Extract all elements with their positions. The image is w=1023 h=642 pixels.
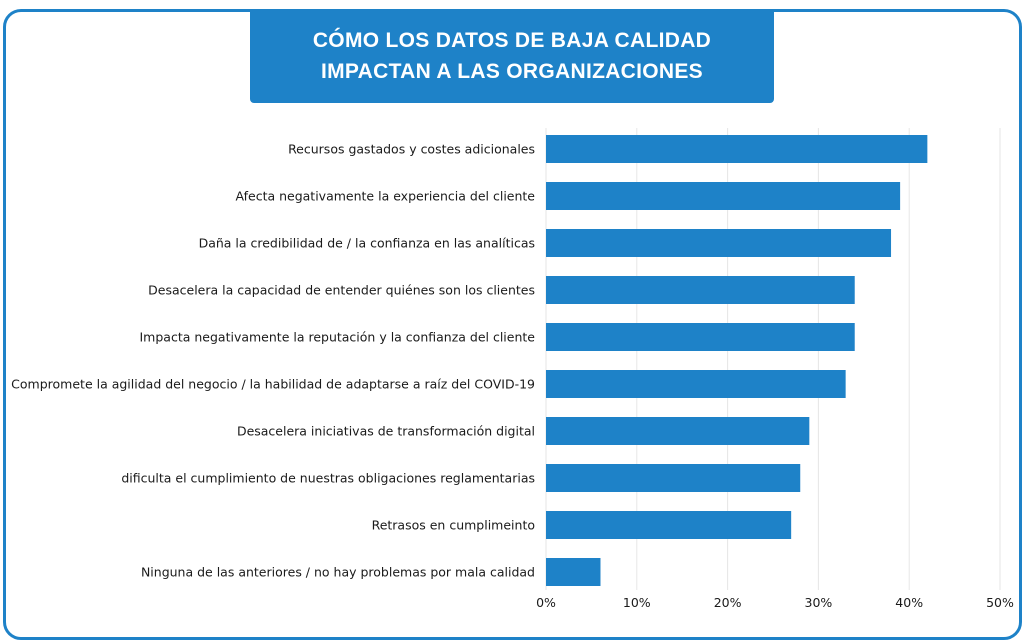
x-tick-label: 30% (805, 595, 833, 610)
bar (546, 370, 846, 398)
bar (546, 417, 810, 445)
title-banner: CÓMO LOS DATOS DE BAJA CALIDAD IMPACTAN … (250, 9, 774, 103)
bar (546, 229, 892, 257)
x-tick-label: 10% (623, 595, 651, 610)
category-label: Afecta negativamente la experiencia del … (236, 189, 536, 204)
x-tick-label: 0% (536, 595, 556, 610)
chart-title: CÓMO LOS DATOS DE BAJA CALIDAD IMPACTAN … (312, 29, 712, 83)
bar (546, 323, 855, 351)
x-tick-label: 40% (895, 595, 923, 610)
bar (546, 182, 901, 210)
category-label: dificulta el cumplimiento de nuestras ob… (121, 471, 535, 486)
bar (546, 464, 801, 492)
bar (546, 511, 792, 539)
category-label: Daña la credibilidad de / la confianza e… (199, 236, 535, 251)
x-tick-label: 50% (986, 595, 1014, 610)
category-label: Desacelera la capacidad de entender quié… (148, 283, 535, 298)
bar (546, 276, 855, 304)
category-label: Recursos gastados y costes adicionales (288, 142, 535, 157)
category-label: Retrasos en cumplimeinto (372, 518, 535, 533)
category-label: Impacta negativamente la reputación y la… (140, 330, 536, 345)
bar (546, 558, 601, 586)
category-label: Desacelera iniciativas de transformación… (237, 424, 535, 439)
category-label: Ninguna de las anteriores / no hay probl… (141, 565, 535, 580)
x-tick-label: 20% (714, 595, 742, 610)
category-label: Compromete la agilidad del negocio / la … (11, 377, 535, 392)
bar (546, 135, 928, 163)
